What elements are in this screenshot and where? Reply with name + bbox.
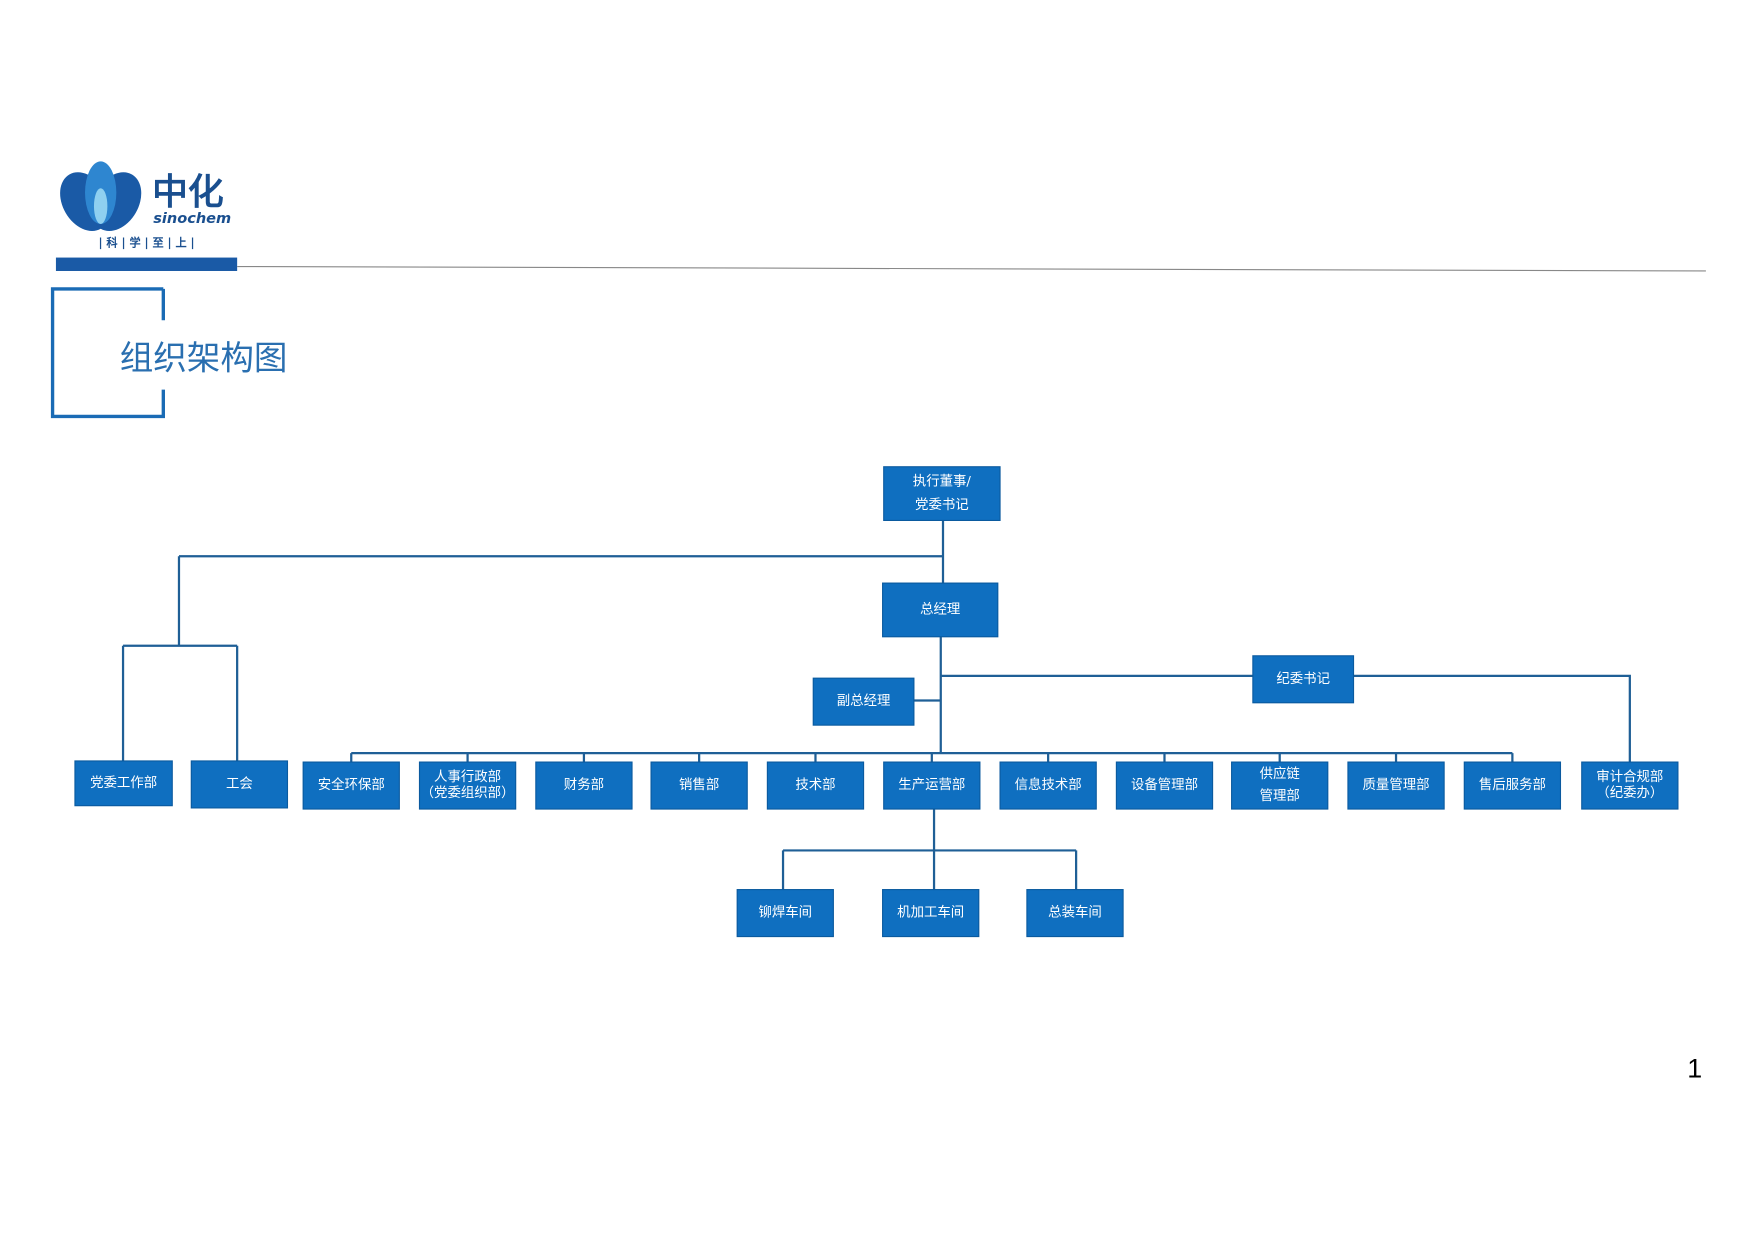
logo-cn: 中化 — [152, 172, 224, 213]
node-box — [883, 466, 1001, 522]
org-node: 党委工作部 — [74, 760, 173, 807]
org-node: 销售部 — [650, 761, 748, 810]
node-label: 工会 — [226, 776, 253, 792]
org-node: 总装车间 — [1026, 889, 1124, 938]
node-label: 质量管理部 — [1363, 777, 1430, 793]
node-box — [1347, 761, 1445, 810]
node-label: 供应链 — [1260, 765, 1301, 782]
node-label: 总装车间 — [1048, 904, 1102, 921]
node-label: 管理部 — [1260, 788, 1300, 804]
org-node: 纪委书记 — [1252, 655, 1355, 704]
org-node: 人事行政部（党委组织部） — [418, 761, 517, 810]
org-node: 质量管理部 — [1347, 761, 1445, 810]
org-node: 财务部 — [535, 761, 633, 810]
node-box — [650, 761, 748, 810]
node-label: 机加工车间 — [897, 904, 964, 921]
node-box — [812, 677, 915, 726]
node-box — [736, 889, 834, 938]
header-bar — [55, 257, 238, 271]
node-box — [1581, 761, 1679, 810]
header-rule — [237, 265, 1706, 272]
page-title: 组织架构图 — [120, 338, 288, 377]
node-box — [190, 760, 289, 809]
org-node: 总经理 — [882, 582, 999, 638]
node-label: 执行董事/ — [913, 473, 972, 489]
node-box — [766, 761, 865, 810]
logo-en: sinochem — [153, 211, 231, 227]
node-label: 审计合规部 — [1596, 769, 1663, 785]
node-label: 售后服务部 — [1479, 777, 1546, 793]
node-box — [302, 761, 400, 810]
org-node: 安全环保部 — [302, 761, 400, 810]
node-box — [999, 761, 1097, 810]
org-node: 副总经理 — [812, 677, 915, 726]
node-label: 信息技术部 — [1015, 776, 1082, 793]
node-box — [882, 889, 980, 938]
node-box — [882, 582, 999, 638]
node-box — [418, 761, 517, 810]
org-node: 技术部 — [766, 761, 865, 810]
node-label: 党委书记 — [915, 497, 969, 513]
org-node: 生产运营部 — [883, 761, 981, 810]
page-number: 1 — [1687, 1054, 1702, 1084]
node-box — [883, 761, 981, 810]
node-label: 安全环保部 — [318, 776, 385, 793]
node-box — [74, 760, 173, 807]
node-label: 人事行政部 — [434, 769, 501, 785]
org-node: 审计合规部（纪委办） — [1581, 761, 1679, 810]
node-label: （纪委办） — [1596, 785, 1663, 801]
node-box — [535, 761, 633, 810]
node-box — [1231, 761, 1329, 810]
title-bracket — [50, 287, 165, 419]
node-label: 生产运营部 — [898, 777, 965, 793]
node-label: （党委组织部） — [421, 785, 515, 801]
node-label: 纪委书记 — [1276, 671, 1330, 687]
node-label: 副总经理 — [837, 693, 891, 709]
node-label: 党委工作部 — [90, 775, 157, 791]
org-node: 信息技术部 — [999, 761, 1097, 810]
connectors — [121, 520, 1631, 890]
org-node: 售后服务部 — [1463, 761, 1562, 810]
node-box — [1115, 761, 1214, 810]
node-label: 总经理 — [920, 601, 960, 617]
node-box — [1252, 655, 1355, 704]
node-label: 设备管理部 — [1131, 776, 1198, 793]
node-label: 技术部 — [795, 777, 835, 793]
node-label: 财务部 — [564, 777, 604, 793]
org-node: 工会 — [190, 760, 289, 809]
org-node: 设备管理部 — [1115, 761, 1214, 810]
node-box — [1463, 761, 1562, 810]
node-label: 销售部 — [679, 777, 719, 793]
org-node: 执行董事/党委书记 — [883, 466, 1001, 522]
logo: 中化 sinochem | 科 | 学 | 至 | 上 | — [60, 161, 231, 249]
org-node: 铆焊车间 — [736, 889, 834, 938]
node-label: 铆焊车间 — [758, 904, 812, 921]
org-node: 机加工车间 — [882, 889, 980, 938]
node-box — [1026, 889, 1124, 938]
slogan: | 科 | 学 | 至 | 上 | — [98, 235, 194, 249]
